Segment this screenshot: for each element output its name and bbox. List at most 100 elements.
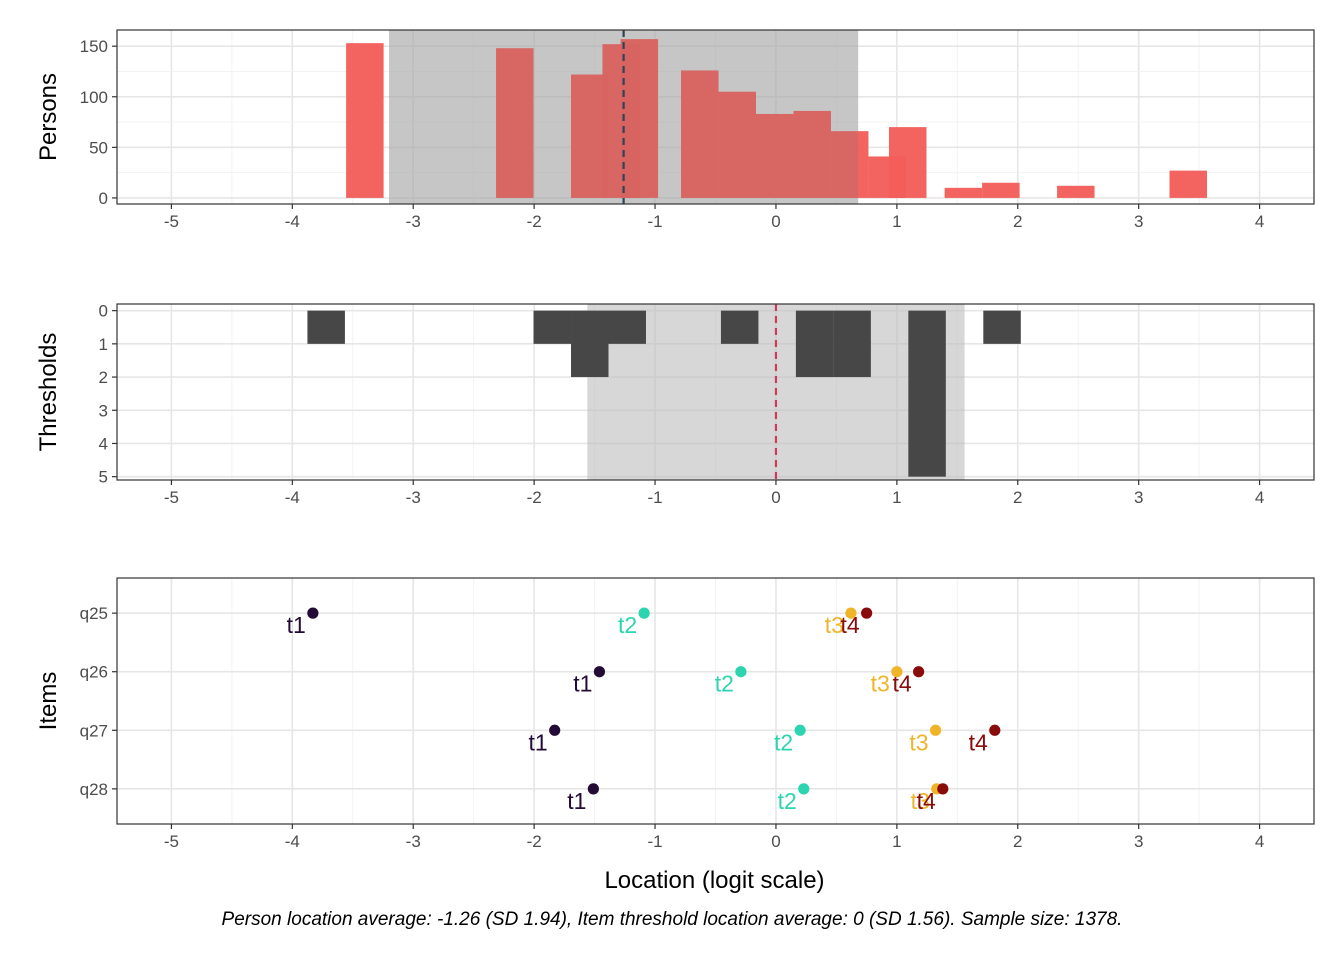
persons-x-axis: -5 -4 -3 -2 -1 0 1 2 3 4	[164, 204, 1264, 231]
y-tick-label: 150	[80, 37, 108, 56]
y-tick-label: 100	[80, 88, 108, 107]
persons-bar	[1057, 185, 1095, 198]
persons-bar	[1169, 170, 1207, 198]
threshold-point	[989, 724, 1001, 736]
y-tick-label: 5	[99, 468, 108, 487]
x-tick-label: 1	[892, 832, 901, 851]
x-tick-label: -2	[527, 832, 542, 851]
x-tick-label: -1	[647, 488, 662, 507]
threshold-point	[549, 724, 561, 736]
x-tick-label: 1	[892, 212, 901, 231]
persons-bar	[982, 182, 1020, 198]
threshold-label: t4	[917, 788, 936, 814]
persons-panel: -5 -4 -3 -2 -1 0 1 2 3 4 0 50 100 150 Persons	[35, 29, 1315, 231]
threshold-label: t3	[825, 612, 844, 638]
y-tick-label: 1	[99, 335, 108, 354]
persons-bar	[620, 39, 659, 198]
y-tick-label: q26	[80, 663, 108, 682]
persons-bar	[681, 70, 719, 198]
threshold-label: t2	[778, 788, 797, 814]
threshold-label: t1	[573, 671, 592, 697]
threshold-point	[593, 666, 606, 678]
y-tick-label: 4	[99, 434, 108, 453]
thresholds-x-axis: -5 -4 -3 -2 -1 0 1 2 3 4	[164, 480, 1264, 507]
persons-bar	[944, 187, 983, 198]
threshold-label: t2	[774, 729, 793, 755]
thresholds-y-axis-title: Thresholds	[35, 333, 62, 452]
thresholds-bar	[908, 310, 946, 477]
persons-bars	[346, 30, 1207, 204]
x-tick-label: -1	[647, 212, 662, 231]
persons-bar	[346, 43, 384, 198]
threshold-label: t3	[911, 788, 930, 814]
threshold-point	[794, 724, 806, 736]
threshold-point	[929, 724, 942, 736]
threshold-point	[638, 607, 650, 619]
x-tick-label: 4	[1255, 832, 1264, 851]
persons-panel-border	[116, 29, 1315, 205]
y-tick-label: 3	[99, 401, 108, 420]
x-tick-label: 2	[1013, 832, 1022, 851]
x-axis-title: Location (logit scale)	[604, 867, 824, 894]
thresholds-bar	[307, 310, 345, 344]
threshold-label: t1	[567, 788, 586, 814]
threshold-point	[861, 607, 873, 619]
threshold-point	[587, 783, 599, 795]
thresholds-bar	[833, 310, 871, 378]
thresholds-bar	[608, 310, 646, 344]
x-tick-label: 0	[771, 832, 780, 851]
threshold-label: t2	[715, 671, 734, 697]
threshold-label: t1	[529, 729, 548, 755]
thresholds-panel: -5 -4 -3 -2 -1 0 1 2 3 4 0 1 2 3 4 5 Thresholds	[35, 302, 1315, 507]
x-tick-label: 1	[892, 488, 901, 507]
y-tick-label: q25	[80, 604, 108, 623]
persons-bar	[756, 113, 794, 198]
threshold-point	[307, 607, 319, 619]
x-tick-label: 3	[1134, 488, 1143, 507]
persons-bar	[496, 48, 534, 198]
thresholds-bar	[533, 310, 572, 344]
threshold-label: t3	[909, 729, 928, 755]
x-tick-label: -2	[527, 212, 542, 231]
thresholds-bar	[720, 310, 759, 344]
items-panel-border	[116, 577, 1315, 825]
x-tick-label: -5	[164, 212, 179, 231]
items-y-axis-title: Items	[35, 672, 62, 731]
x-tick-label: 0	[771, 212, 780, 231]
threshold-point	[845, 607, 857, 619]
threshold-point	[937, 783, 949, 795]
x-tick-label: 4	[1255, 488, 1264, 507]
threshold-point	[798, 783, 810, 795]
threshold-point	[913, 666, 925, 678]
items-x-axis: -5 -4 -3 -2 -1 0 1 2 3 4	[164, 824, 1264, 851]
x-tick-label: 3	[1134, 212, 1143, 231]
persons-bar	[889, 127, 927, 198]
persons-y-axis: 0 50 100 150	[80, 37, 117, 208]
thresholds-panel-border	[116, 303, 1315, 481]
persons-y-axis-title: Persons	[35, 73, 62, 161]
persons-bar	[718, 91, 757, 198]
persons-bar	[571, 74, 609, 198]
y-tick-label: 50	[89, 138, 108, 157]
thresholds-bar	[983, 310, 1021, 344]
thresholds-bar	[571, 310, 609, 378]
threshold-point	[735, 666, 747, 678]
x-tick-label: -5	[164, 488, 179, 507]
threshold-label: t4	[840, 612, 859, 638]
thresholds-bar	[795, 310, 834, 378]
x-tick-label: -4	[285, 488, 300, 507]
x-tick-label: 2	[1013, 212, 1022, 231]
threshold-label: t3	[871, 671, 890, 697]
y-tick-label: 0	[99, 189, 108, 208]
thresholds-bars	[307, 310, 1021, 477]
x-tick-label: -5	[164, 832, 179, 851]
x-tick-label: -1	[647, 832, 662, 851]
x-tick-label: -3	[406, 212, 421, 231]
y-tick-label: q27	[80, 721, 108, 740]
y-tick-label: 2	[99, 368, 108, 387]
chart-caption: Person location average: -1.26 (SD 1.94)…	[222, 909, 1123, 930]
x-tick-label: -2	[527, 488, 542, 507]
